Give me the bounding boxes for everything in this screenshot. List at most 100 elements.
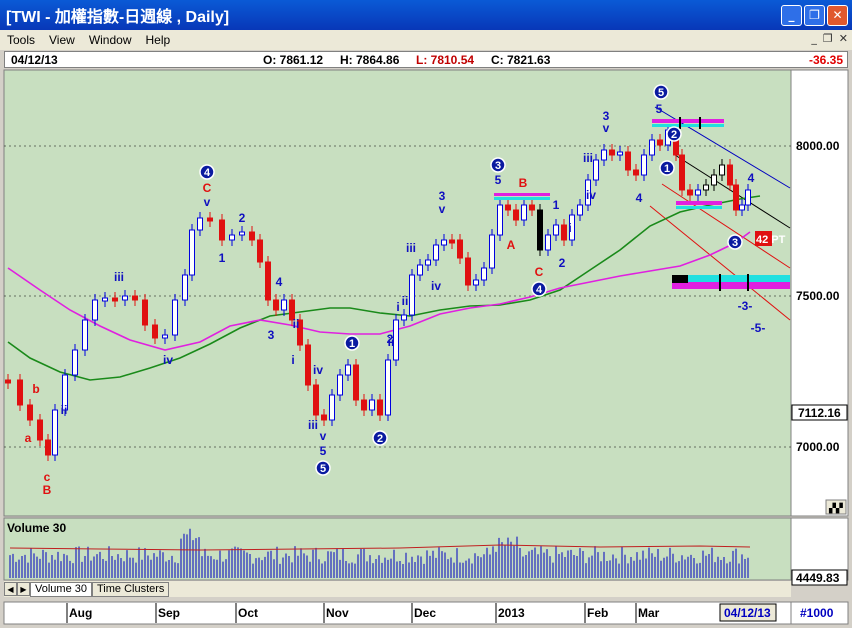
- time-label: Mar: [638, 606, 660, 620]
- maximize-button[interactable]: ❐: [804, 4, 825, 26]
- menu-window[interactable]: Window: [88, 33, 132, 47]
- wave-circle: [344, 335, 360, 351]
- candle-body: [72, 349, 78, 376]
- menu-help[interactable]: Help: [145, 33, 171, 47]
- time-label: Nov: [326, 606, 349, 620]
- candle-body: [513, 209, 519, 221]
- tab-scroll-left-icon[interactable]: ◀: [4, 582, 17, 596]
- volume-ma-line: [9, 544, 751, 551]
- candle-body: [239, 231, 245, 236]
- zone-markers: [494, 117, 790, 291]
- price-label-7000: 7000.00: [796, 440, 840, 454]
- time-label: Oct: [238, 606, 258, 620]
- mdi-restore-icon[interactable]: ❐: [822, 32, 833, 45]
- candle-body: [617, 151, 623, 156]
- resize-grip-icon[interactable]: ▞▞: [825, 499, 847, 515]
- candle-body: [197, 217, 203, 231]
- wave-label: C: [535, 265, 544, 279]
- time-label: Sep: [158, 606, 180, 620]
- volume-value-box: [791, 569, 848, 586]
- candle-body: [385, 359, 391, 416]
- wave-label: 1: [553, 198, 560, 212]
- tab-scroll-right-icon[interactable]: ▶: [17, 582, 30, 596]
- candle-body: [172, 299, 178, 336]
- wave-label: -5-: [751, 321, 766, 335]
- wave-circle: [666, 126, 682, 142]
- minimize-button[interactable]: _: [781, 4, 802, 26]
- candle-body: [601, 149, 607, 161]
- window-title: [TWI - 加權指數-日週線 , Daily]: [6, 9, 230, 26]
- tab-time-clusters[interactable]: Time Clusters: [91, 581, 170, 597]
- wave-label: ii: [293, 317, 300, 331]
- candle-body: [641, 154, 647, 176]
- time-axis: [3, 601, 792, 625]
- candle-body: [441, 239, 447, 246]
- candle-body: [229, 234, 235, 241]
- volume-title: Volume 30: [7, 521, 66, 535]
- candle-body: [593, 159, 599, 181]
- quote-bar: 04/12/13 O: 7861.12 H: 7864.86 L: 7810.5…: [4, 51, 848, 68]
- price-axis: [790, 69, 849, 517]
- candle-body: [433, 244, 439, 261]
- candle-body: [207, 217, 213, 222]
- wave-label: v: [439, 202, 446, 216]
- candle-body: [219, 219, 225, 241]
- bar-count-label: #1000: [800, 606, 834, 620]
- candle-body: [577, 204, 583, 216]
- menu-view[interactable]: View: [49, 33, 75, 47]
- candle-body: [393, 319, 399, 361]
- candle-body: [745, 189, 751, 206]
- close-button[interactable]: ✕: [827, 4, 848, 26]
- candle-body: [703, 184, 709, 191]
- candlestick-series: [5, 124, 751, 461]
- candle-body: [497, 204, 503, 236]
- candle-body: [417, 264, 423, 276]
- mdi-close-icon[interactable]: ✕: [838, 32, 848, 45]
- bar-count-box: [790, 601, 849, 625]
- candle-body: [489, 234, 495, 269]
- wave-label: v: [320, 429, 327, 443]
- wave-label: 3: [439, 189, 446, 203]
- candle-body: [5, 379, 11, 384]
- wave-label: 5: [320, 444, 327, 458]
- candle-body: [545, 234, 551, 251]
- time-current-label: 04/12/13: [724, 606, 771, 620]
- candle-body: [425, 259, 431, 266]
- wave-label: iv: [431, 279, 441, 293]
- tab-volume[interactable]: Volume 30: [30, 581, 92, 597]
- wave-circle: [531, 281, 547, 297]
- svg-text:▞▞: ▞▞: [828, 502, 844, 514]
- mdi-minimize-icon[interactable]: _: [811, 32, 817, 45]
- wave-label: a: [25, 431, 32, 445]
- candle-body: [313, 384, 319, 416]
- candle-body: [345, 364, 351, 376]
- candle-body: [457, 239, 463, 259]
- wave-label: -3-: [738, 299, 753, 313]
- candle-body: [329, 394, 335, 421]
- candle-body: [561, 224, 567, 241]
- wave-label: B: [519, 176, 528, 190]
- current-price-label: 7112.16: [798, 406, 841, 420]
- wave-label: v: [204, 195, 211, 209]
- wave-circle: [490, 157, 506, 173]
- wave-circle-label: 5: [320, 463, 326, 475]
- wave-label: 1: [219, 251, 226, 265]
- candle-body: [739, 204, 745, 211]
- menu-tools[interactable]: Tools: [7, 33, 36, 47]
- quote-open: O: 7861.12: [263, 53, 324, 67]
- wave-label: c: [44, 470, 51, 484]
- wave-label: 5: [656, 102, 663, 116]
- wave-label: 4: [748, 171, 755, 185]
- wave-label: 2: [239, 211, 246, 225]
- candle-body: [465, 257, 471, 286]
- candle-body: [569, 214, 575, 241]
- window-titlebar: [TWI - 加權指數-日週線 , Daily] _ ❐ ✕: [0, 0, 852, 30]
- candle-body: [695, 189, 701, 196]
- pt-label: 42 PT: [756, 234, 786, 246]
- candle-body: [305, 344, 311, 386]
- wave-label: 2: [387, 332, 394, 346]
- candle-body: [625, 151, 631, 171]
- ma-fast-line: [7, 195, 761, 381]
- wave-label: v: [603, 121, 610, 135]
